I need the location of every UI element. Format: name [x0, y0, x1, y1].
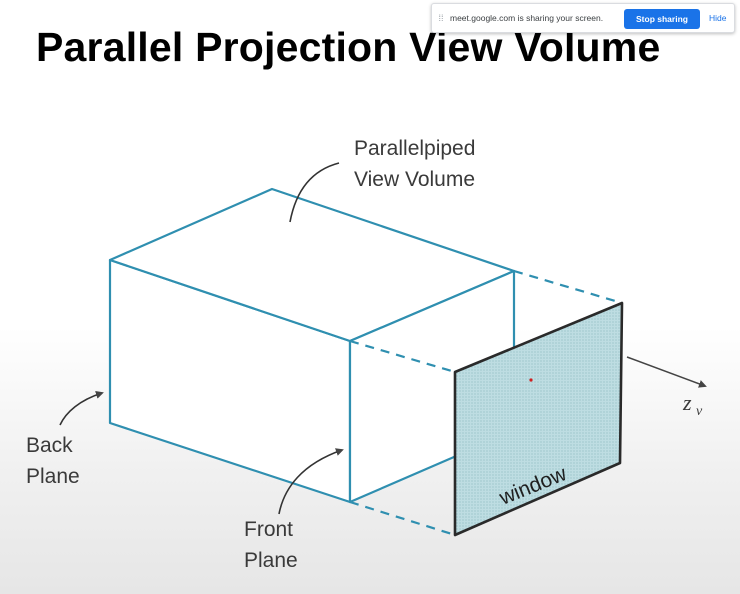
screen-share-bar: ⁞⁞ meet.google.com is sharing your scree…	[431, 3, 735, 33]
drag-handle-icon[interactable]: ⁞⁞	[438, 13, 444, 23]
window-plane	[453, 301, 624, 537]
volume-label-line1: Parallelpiped	[354, 137, 475, 160]
zv-axis-label: z v	[682, 390, 703, 419]
dashed-edge-top	[513, 269, 623, 305]
window-center-dot	[529, 378, 533, 382]
dashed-edge-bottom	[349, 500, 456, 537]
back-plane-label-line2: Plane	[26, 465, 80, 488]
zv-axis-arrow	[626, 356, 707, 388]
front-plane-label-line1: Front	[244, 518, 293, 541]
back-plane-label-line1: Back	[26, 434, 73, 457]
dashed-edge-upper	[349, 339, 456, 374]
hide-link[interactable]: Hide	[709, 13, 727, 23]
volume-label-line2: View Volume	[354, 168, 475, 191]
back-plane-leader-line	[59, 391, 104, 426]
volume-leader-line	[289, 162, 340, 223]
stop-sharing-button[interactable]: Stop sharing	[624, 9, 700, 29]
share-message: meet.google.com is sharing your screen.	[450, 13, 604, 23]
front-plane-leader-line	[278, 448, 344, 515]
front-plane-label-line2: Plane	[244, 549, 298, 572]
parallelepiped-box	[108, 187, 516, 504]
